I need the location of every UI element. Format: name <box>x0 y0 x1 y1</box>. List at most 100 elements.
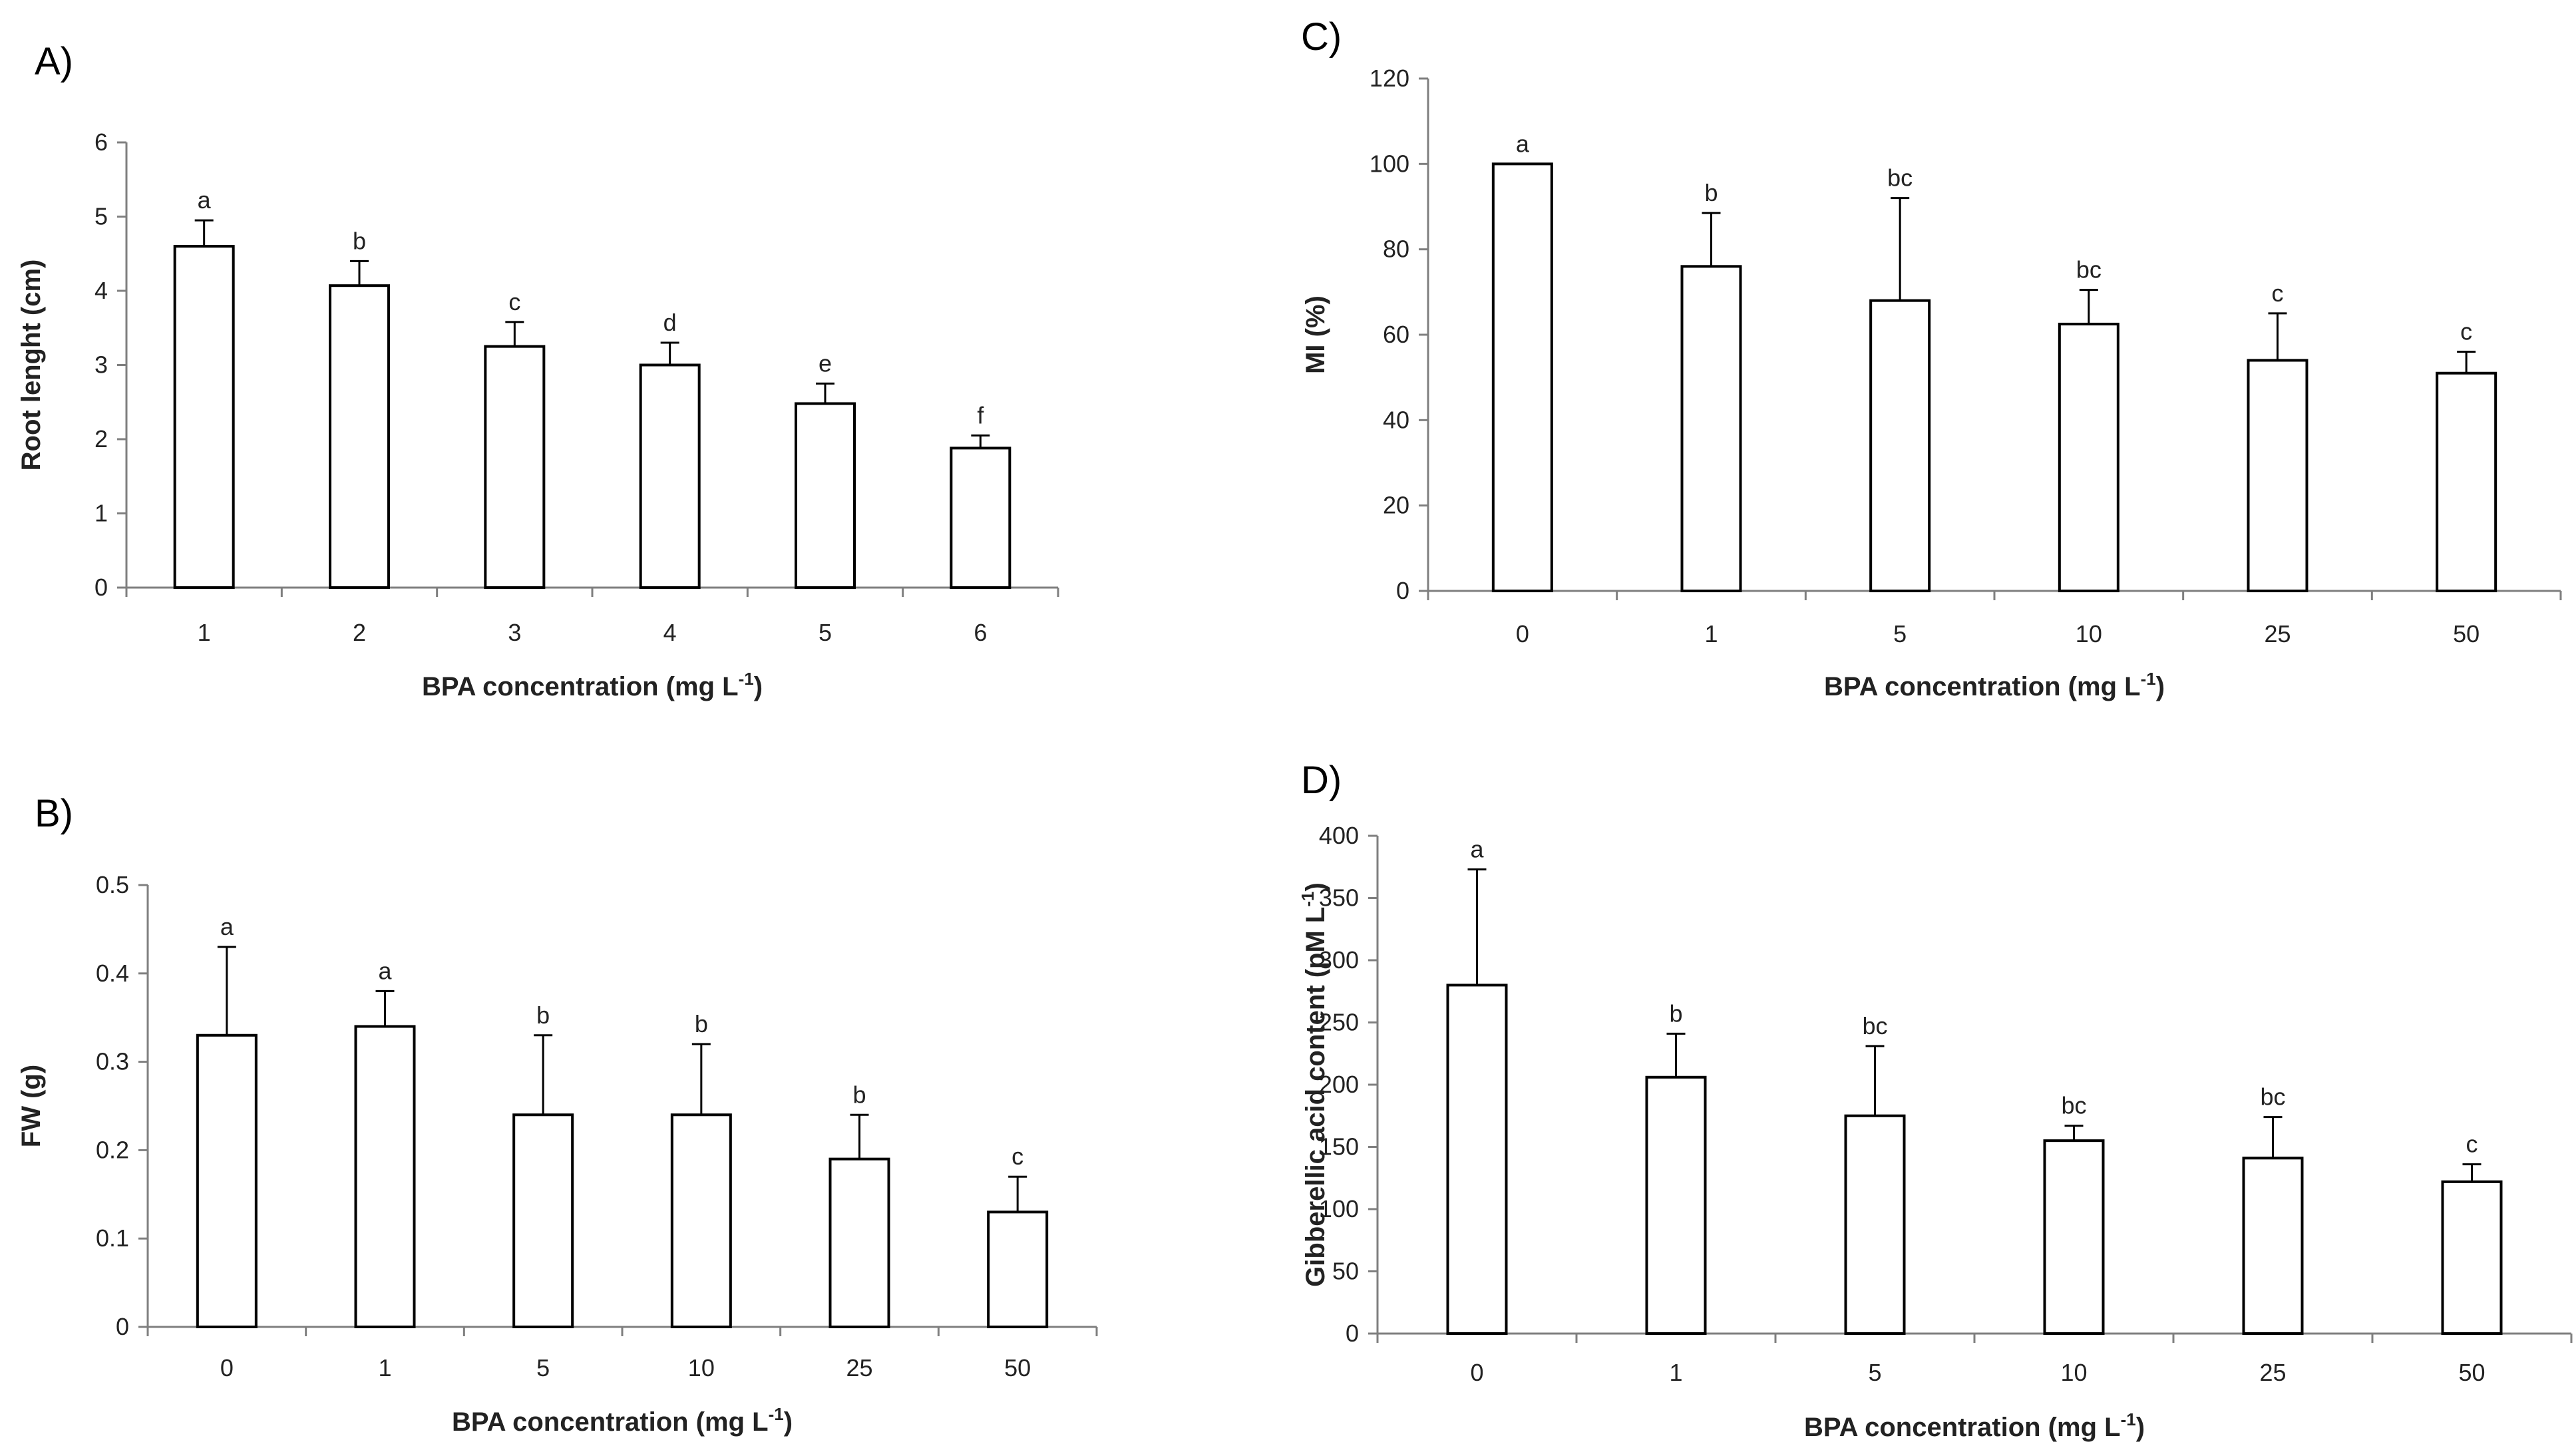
significance-label: b <box>1704 179 1718 206</box>
y-tick-label: 400 <box>1319 822 1359 849</box>
y-tick-label: 250 <box>1319 1009 1359 1036</box>
y-axis-title: Root lenght (cm) <box>17 260 46 471</box>
y-tick-label: 100 <box>1370 150 1409 177</box>
y-tick-label: 150 <box>1319 1133 1359 1161</box>
significance-label: c <box>508 288 520 315</box>
significance-label: b <box>852 1081 866 1108</box>
y-tick-label: 350 <box>1319 884 1359 912</box>
y-tick-label: 40 <box>1383 406 1409 433</box>
x-tick-label: 10 <box>2076 620 2102 647</box>
y-tick-label: 120 <box>1370 65 1409 92</box>
y-axis-title: MI (%) <box>1301 295 1330 374</box>
x-tick-label: 25 <box>2264 620 2291 647</box>
x-tick-label: 6 <box>974 619 987 646</box>
x-tick-label: 50 <box>1004 1354 1031 1381</box>
y-tick-label: 2 <box>94 425 108 453</box>
x-tick-label: 50 <box>2458 1359 2485 1386</box>
bar <box>1844 1114 1906 1335</box>
y-tick-label: 50 <box>1332 1258 1359 1285</box>
significance-label: a <box>220 913 234 940</box>
y-tick-label: 0 <box>94 574 108 601</box>
significance-label: c <box>1011 1143 1023 1170</box>
y-tick-label: 0.5 <box>96 871 129 898</box>
bar <box>828 1157 890 1329</box>
bar <box>1645 1075 1707 1336</box>
bar <box>987 1210 1049 1328</box>
bar <box>1869 299 1931 592</box>
x-tick-label: 50 <box>2453 620 2480 647</box>
bar <box>2242 1157 2304 1335</box>
bar <box>1680 265 1742 592</box>
bar <box>2441 1180 2503 1335</box>
significance-label: a <box>198 186 212 214</box>
x-tick-label: 1 <box>1669 1359 1682 1386</box>
panel-label: B) <box>35 792 73 835</box>
significance-label: bc <box>2061 1092 2086 1119</box>
significance-label: a <box>1516 130 1530 157</box>
significance-label: c <box>2272 279 2284 307</box>
x-tick-label: 0 <box>220 1354 234 1381</box>
x-tick-label: 0 <box>1516 620 1529 647</box>
panel-label: A) <box>35 40 73 83</box>
x-tick-label: 0 <box>1470 1359 1483 1386</box>
x-tick-label: 5 <box>1893 620 1907 647</box>
y-tick-label: 0 <box>116 1313 129 1340</box>
significance-label: d <box>663 309 677 336</box>
significance-label: a <box>378 957 392 984</box>
y-tick-label: 1 <box>94 500 108 527</box>
chart-panel-c: C) 0 20 40 60 80 100 120 a 0 b 1 bc 5 bc 10 c 25 c 50 BPA co… <box>1301 15 2562 701</box>
x-tick-label: 10 <box>2060 1359 2087 1386</box>
panel-label: D) <box>1301 759 1342 802</box>
significance-label: bc <box>2260 1083 2285 1111</box>
y-tick-label: 0.3 <box>96 1048 129 1075</box>
significance-label: bc <box>2076 256 2102 283</box>
y-tick-label: 20 <box>1383 492 1409 519</box>
bar <box>795 402 856 589</box>
significance-label: b <box>695 1010 708 1037</box>
bar <box>2436 371 2497 592</box>
significance-label: b <box>353 227 366 254</box>
chart-panel-d: D) 0 50 100 150 200 250 300 350 400 a 0 b 1 bc 5 bc 10 bc 2… <box>1298 759 2573 1442</box>
y-axis-title: Gibberellic acid content (pM L-1) <box>1298 882 1330 1287</box>
x-tick-label: 25 <box>2259 1359 2286 1386</box>
y-tick-label: 0.2 <box>96 1136 129 1163</box>
x-tick-label: 4 <box>663 619 677 646</box>
x-tick-label: 10 <box>688 1354 715 1381</box>
chart-panel-b: B) 0 0.1 0.2 0.3 0.4 0.5 a 0 a 1 b 5 b 10 b 25 c 50 BPA con… <box>17 792 1098 1437</box>
bar <box>639 363 701 589</box>
significance-label: bc <box>1862 1012 1887 1039</box>
bar <box>329 284 390 589</box>
y-tick-label: 0.4 <box>96 960 129 987</box>
bar <box>173 245 235 590</box>
y-tick-label: 0 <box>1346 1320 1359 1347</box>
bar <box>2043 1139 2105 1336</box>
x-tick-label: 1 <box>378 1354 391 1381</box>
bar <box>1491 162 1553 593</box>
y-tick-label: 80 <box>1383 236 1409 263</box>
y-tick-label: 200 <box>1319 1071 1359 1098</box>
y-tick-label: 0 <box>1396 577 1409 604</box>
y-tick-label: 0.1 <box>96 1224 129 1252</box>
significance-label: c <box>2466 1131 2478 1158</box>
bar <box>1446 984 1508 1335</box>
significance-label: b <box>536 1001 550 1029</box>
x-axis-title: BPA concentration (mg L-1) <box>1824 669 2165 701</box>
y-tick-label: 4 <box>94 277 108 304</box>
x-tick-label: 5 <box>1868 1359 1881 1386</box>
bar <box>484 345 546 589</box>
panel-label: C) <box>1301 15 1342 59</box>
x-tick-label: 2 <box>353 619 366 646</box>
x-tick-label: 25 <box>846 1354 872 1381</box>
x-tick-label: 5 <box>819 619 832 646</box>
y-tick-label: 5 <box>94 203 108 230</box>
x-tick-label: 3 <box>508 619 521 646</box>
x-tick-label: 1 <box>198 619 211 646</box>
x-axis-title: BPA concentration (mg L-1) <box>452 1404 793 1437</box>
y-axis-title: FW (g) <box>17 1065 46 1147</box>
chart-panel-a: A) 0 1 2 3 4 5 6 a 1 b 2 c 3 d 4 e 5 f 6 BPA concentration (… <box>17 40 1059 701</box>
bar <box>950 447 1011 589</box>
bar <box>512 1113 574 1329</box>
x-tick-label: 1 <box>1704 620 1718 647</box>
significance-label: bc <box>1887 164 1913 192</box>
